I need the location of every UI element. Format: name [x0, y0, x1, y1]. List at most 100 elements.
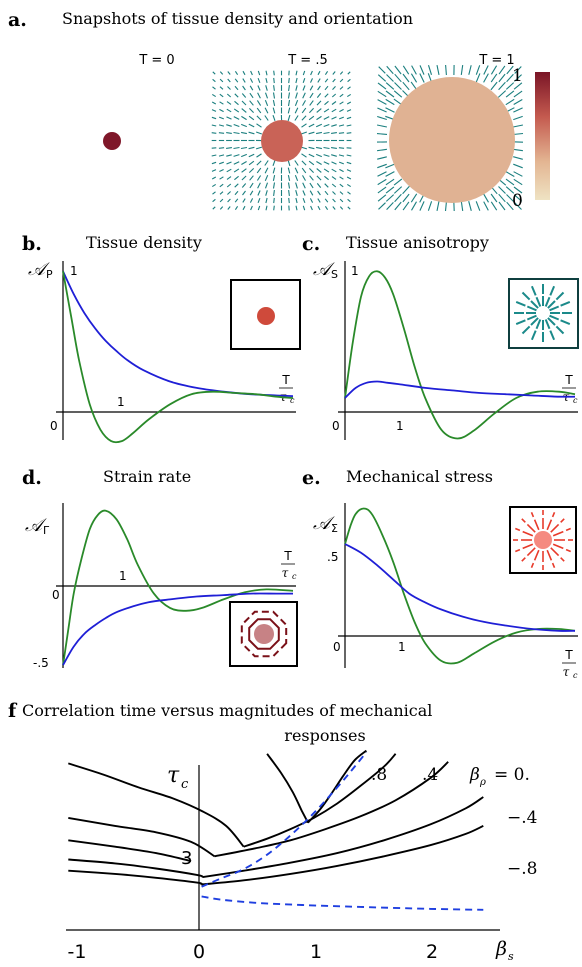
orientation-tick — [378, 66, 386, 74]
orientation-tick — [377, 156, 387, 160]
inset-stress-tick — [551, 511, 556, 518]
curve-label-0.8: .8 — [371, 765, 387, 785]
inset-orientation-tick — [549, 305, 560, 312]
orientation-tick — [302, 78, 306, 83]
orientation-tick — [468, 65, 472, 75]
orientation-tick — [338, 161, 345, 165]
orientation-tick — [257, 190, 261, 196]
orientation-tick — [490, 81, 498, 91]
orientation-tick — [402, 185, 410, 195]
orientation-tick — [445, 64, 447, 76]
snapshot-t1-disk — [389, 77, 515, 203]
panel-d-letter: d. — [22, 467, 42, 489]
orientation-tick — [309, 85, 314, 91]
orientation-tick — [460, 201, 464, 211]
orientation-tick — [264, 160, 269, 166]
orientation-tick — [219, 108, 224, 113]
panel-b-tick-one-x: 1 — [117, 395, 125, 409]
panel-f-series-12-line — [201, 751, 368, 888]
orientation-tick — [249, 108, 254, 113]
orientation-tick — [411, 65, 417, 75]
panel-c-ylabel-sub: S — [331, 268, 338, 281]
orientation-tick — [339, 108, 344, 113]
panel-d-tick-one-x: 1 — [119, 569, 127, 583]
orientation-tick — [309, 175, 314, 181]
inset-stress-tick — [560, 518, 565, 523]
panel-b-ylabel-sub: P — [46, 268, 53, 281]
orientation-tick — [331, 132, 337, 134]
orientation-tick — [308, 131, 315, 135]
orientation-tick — [265, 85, 268, 91]
orientation-tick — [249, 198, 254, 203]
orientation-tick — [227, 78, 231, 83]
orientation-tick — [513, 90, 523, 98]
orientation-tick — [257, 205, 261, 211]
orientation-tick — [211, 169, 217, 172]
orientation-tick — [316, 183, 322, 188]
orientation-tick — [338, 154, 345, 157]
orientation-tick — [323, 161, 330, 165]
orientation-tick — [332, 198, 336, 203]
orientation-tick — [295, 182, 298, 189]
orientation-tick — [233, 131, 240, 135]
panel-d-ylabel: 𝒜 — [25, 515, 47, 536]
orientation-tick — [513, 178, 523, 186]
panel-e-title: Mechanical stress — [346, 467, 493, 486]
orientation-tick — [483, 65, 489, 75]
inset-orientation-tick — [530, 300, 539, 309]
orientation-tick — [376, 124, 388, 128]
orientation-tick — [250, 70, 253, 76]
inset-disk — [534, 531, 552, 549]
orientation-tick — [227, 86, 231, 90]
orientation-tick — [219, 93, 224, 98]
orientation-tick — [257, 182, 261, 189]
orientation-tick — [212, 78, 216, 83]
orientation-tick — [295, 197, 298, 204]
panel-f-xlabel: β — [495, 938, 507, 960]
orientation-tick — [324, 100, 329, 106]
orientation-tick — [295, 77, 298, 84]
panel-f: f Correlation time versus magnitudes of … — [8, 700, 537, 963]
orientation-tick — [233, 161, 240, 165]
orientation-tick — [317, 190, 321, 196]
orientation-tick — [248, 123, 255, 128]
orientation-tick — [331, 147, 337, 149]
panel-d-inset-strain-field — [240, 610, 288, 658]
orientation-tick — [393, 90, 403, 98]
orientation-tick — [234, 85, 239, 91]
orientation-tick — [219, 206, 224, 210]
orientation-tick — [513, 194, 523, 202]
orientation-tick — [505, 171, 515, 177]
orientation-tick — [506, 194, 514, 202]
snapshot-t05-disk — [261, 120, 303, 162]
orientation-tick — [394, 201, 402, 211]
orientation-tick — [234, 71, 239, 75]
panel-d-series-2-line — [62, 592, 293, 666]
orientation-tick — [324, 190, 329, 196]
orientation-tick — [302, 100, 306, 106]
orientation-tick — [249, 175, 254, 181]
panel-f-series-3-line — [68, 839, 192, 863]
orientation-tick — [309, 92, 314, 99]
orientation-tick — [249, 190, 254, 196]
panel-d-tick-zero: 0 — [52, 588, 60, 602]
orientation-tick — [287, 159, 291, 167]
orientation-tick — [498, 65, 506, 75]
inset-orientation-tick — [549, 314, 560, 321]
orientation-tick — [211, 116, 217, 120]
panel-f-title-line1: Correlation time versus magnitudes of me… — [22, 701, 432, 720]
orientation-tick — [339, 198, 344, 203]
orientation-tick — [273, 197, 275, 204]
inset-stress-line — [526, 523, 536, 533]
orientation-tick — [317, 85, 321, 91]
orientation-tick — [256, 167, 262, 174]
orientation-tick — [212, 86, 216, 90]
inset-stress-tick — [551, 562, 556, 569]
orientation-tick — [377, 178, 387, 186]
orientation-tick — [219, 198, 224, 203]
panel-f-plot — [68, 749, 484, 911]
orientation-tick — [347, 93, 351, 98]
orientation-tick — [308, 146, 315, 150]
orientation-tick — [316, 100, 322, 106]
orientation-tick — [316, 115, 322, 121]
